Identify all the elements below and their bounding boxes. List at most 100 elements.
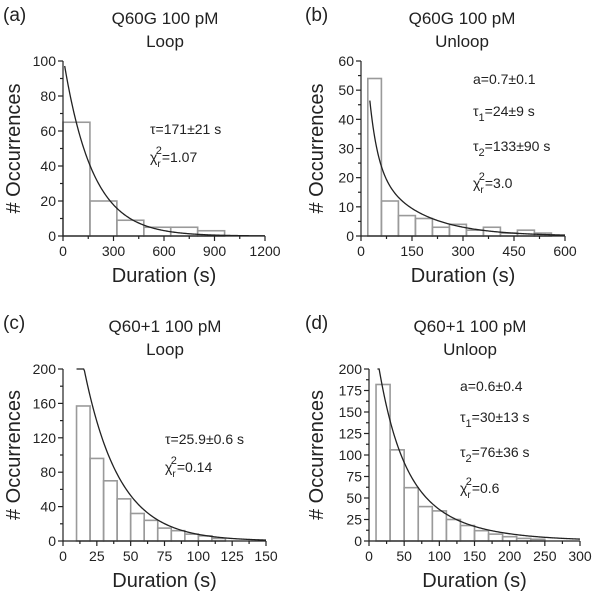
x-tick-label: 100 xyxy=(428,548,452,564)
x-tick-label: 0 xyxy=(365,548,373,564)
y-tick-label: 120 xyxy=(33,430,57,446)
histogram-bar xyxy=(380,200,400,237)
y-tick-label: 40 xyxy=(338,111,354,127)
y-tick-label: 10 xyxy=(338,199,354,215)
x-tick-label: 300 xyxy=(102,243,126,259)
histogram-bar xyxy=(375,383,391,542)
x-tick-label: 200 xyxy=(498,548,522,564)
x-tick-label: 900 xyxy=(203,243,227,259)
y-tick-label: 100 xyxy=(33,53,57,69)
x-tick-label: 300 xyxy=(568,548,592,564)
chart-title: Q60+1 100 pM xyxy=(109,317,222,336)
x-tick-label: 100 xyxy=(187,548,211,564)
x-tick-label: 75 xyxy=(157,548,173,564)
panel-label: (d) xyxy=(305,313,328,334)
x-axis-label: Duration (s) xyxy=(112,265,216,287)
histogram-bar xyxy=(501,535,518,542)
y-tick-label: 50 xyxy=(338,82,354,98)
panel-a: (a) Q60G 100 pM Loop 0 300 600 900 1200 0 20 40 60 8… xyxy=(3,5,281,287)
histogram-bar xyxy=(156,527,173,542)
y-tick-label: 0 xyxy=(48,533,56,549)
histogram-bar xyxy=(89,200,118,237)
panel-d: (d) Q60+1 100 pM Unloop 0 50 100 150 200 250 300 0… xyxy=(305,313,592,592)
x-tick-label: 25 xyxy=(89,548,105,564)
histogram-bar xyxy=(445,518,462,542)
histogram-bar xyxy=(184,533,200,542)
x-tick-label: 600 xyxy=(553,243,577,259)
x-axis-label: Duration (s) xyxy=(112,570,216,592)
histogram-bar xyxy=(116,219,145,237)
y-tick-label: 50 xyxy=(346,490,362,506)
x-tick-label: 150 xyxy=(254,548,278,564)
annotation-1: χr2=1.07 xyxy=(150,145,197,170)
annotation-1: χr2=0.14 xyxy=(165,455,212,480)
fit-curve xyxy=(369,100,566,236)
y-tick-label: 200 xyxy=(33,361,57,377)
y-tick-label: 160 xyxy=(33,395,57,411)
chart-subtitle: Loop xyxy=(146,32,184,51)
histogram-bar xyxy=(89,457,105,542)
histogram-bar xyxy=(414,217,434,237)
chart-subtitle: Unloop xyxy=(443,340,497,359)
y-tick-label: 40 xyxy=(40,499,56,515)
x-tick-label: 150 xyxy=(463,548,487,564)
annotation-1: τ1=30±13 s xyxy=(460,409,530,430)
y-tick-label: 125 xyxy=(339,426,363,442)
y-tick-label: 100 xyxy=(339,447,363,463)
chart-subtitle: Loop xyxy=(146,340,184,359)
histogram-bar xyxy=(473,529,490,542)
panel-b: (b) Q60G 100 pM Unloop 0 150 300 450 600 0 10 20 30… xyxy=(305,5,577,287)
y-tick-label: 80 xyxy=(40,464,56,480)
panel-c: (c) Q60+1 100 pM Loop 0 25 50 75 100 125 150 0 40 80… xyxy=(3,313,278,592)
x-tick-label: 50 xyxy=(123,548,139,564)
y-tick-label: 175 xyxy=(339,383,363,399)
y-tick-label: 20 xyxy=(40,193,56,209)
x-axis-label: Duration (s) xyxy=(411,265,515,287)
x-tick-label: 450 xyxy=(502,243,526,259)
histogram-bar xyxy=(459,524,476,542)
y-tick-label: 0 xyxy=(346,228,354,244)
y-tick-label: 60 xyxy=(40,123,56,139)
annotation-0: a=0.7±0.1 xyxy=(473,71,536,87)
annotation-0: τ=171±21 s xyxy=(150,121,221,137)
chart-title: Q60G 100 pM xyxy=(112,9,219,28)
y-tick-label: 25 xyxy=(346,512,362,528)
histogram-bar xyxy=(129,512,146,542)
x-tick-label: 0 xyxy=(357,243,365,259)
panel-label: (a) xyxy=(3,5,26,26)
y-tick-label: 30 xyxy=(338,141,354,157)
histogram-bar xyxy=(431,510,448,542)
y-axis-label: # Occurrences xyxy=(3,390,25,520)
y-tick-label: 40 xyxy=(40,158,56,174)
x-tick-label: 250 xyxy=(533,548,557,564)
annotation-1: τ1=24±9 s xyxy=(473,103,535,124)
annotation-2: τ2=76±36 s xyxy=(460,444,530,465)
histogram-bar xyxy=(465,229,485,237)
annotation-0: τ=25.9±0.6 s xyxy=(165,431,244,447)
annotation-2: τ2=133±90 s xyxy=(473,138,550,159)
chart-title: Q60G 100 pM xyxy=(409,9,516,28)
x-tick-label: 0 xyxy=(59,548,67,564)
histogram-bar xyxy=(403,486,420,542)
x-tick-label: 600 xyxy=(152,243,176,259)
x-tick-label: 125 xyxy=(220,548,244,564)
chart-title: Q60+1 100 pM xyxy=(414,317,527,336)
y-tick-label: 200 xyxy=(339,361,363,377)
fit-curve xyxy=(76,368,267,541)
x-tick-label: 300 xyxy=(451,243,475,259)
histogram-bar xyxy=(102,479,118,542)
x-tick-label: 0 xyxy=(59,243,67,259)
histogram-bar xyxy=(431,226,451,237)
histogram-bar xyxy=(116,498,132,542)
panel-label: (b) xyxy=(305,5,328,26)
fit-curve xyxy=(377,368,581,540)
histogram-bar xyxy=(397,214,417,237)
chart-subtitle: Unloop xyxy=(435,32,489,51)
histogram-bar xyxy=(487,533,504,542)
y-tick-label: 150 xyxy=(339,404,363,420)
annotation-0: a=0.6±0.4 xyxy=(460,378,523,394)
x-tick-label: 1200 xyxy=(249,243,280,259)
histogram-bar xyxy=(389,449,405,542)
x-tick-label: 150 xyxy=(400,243,424,259)
